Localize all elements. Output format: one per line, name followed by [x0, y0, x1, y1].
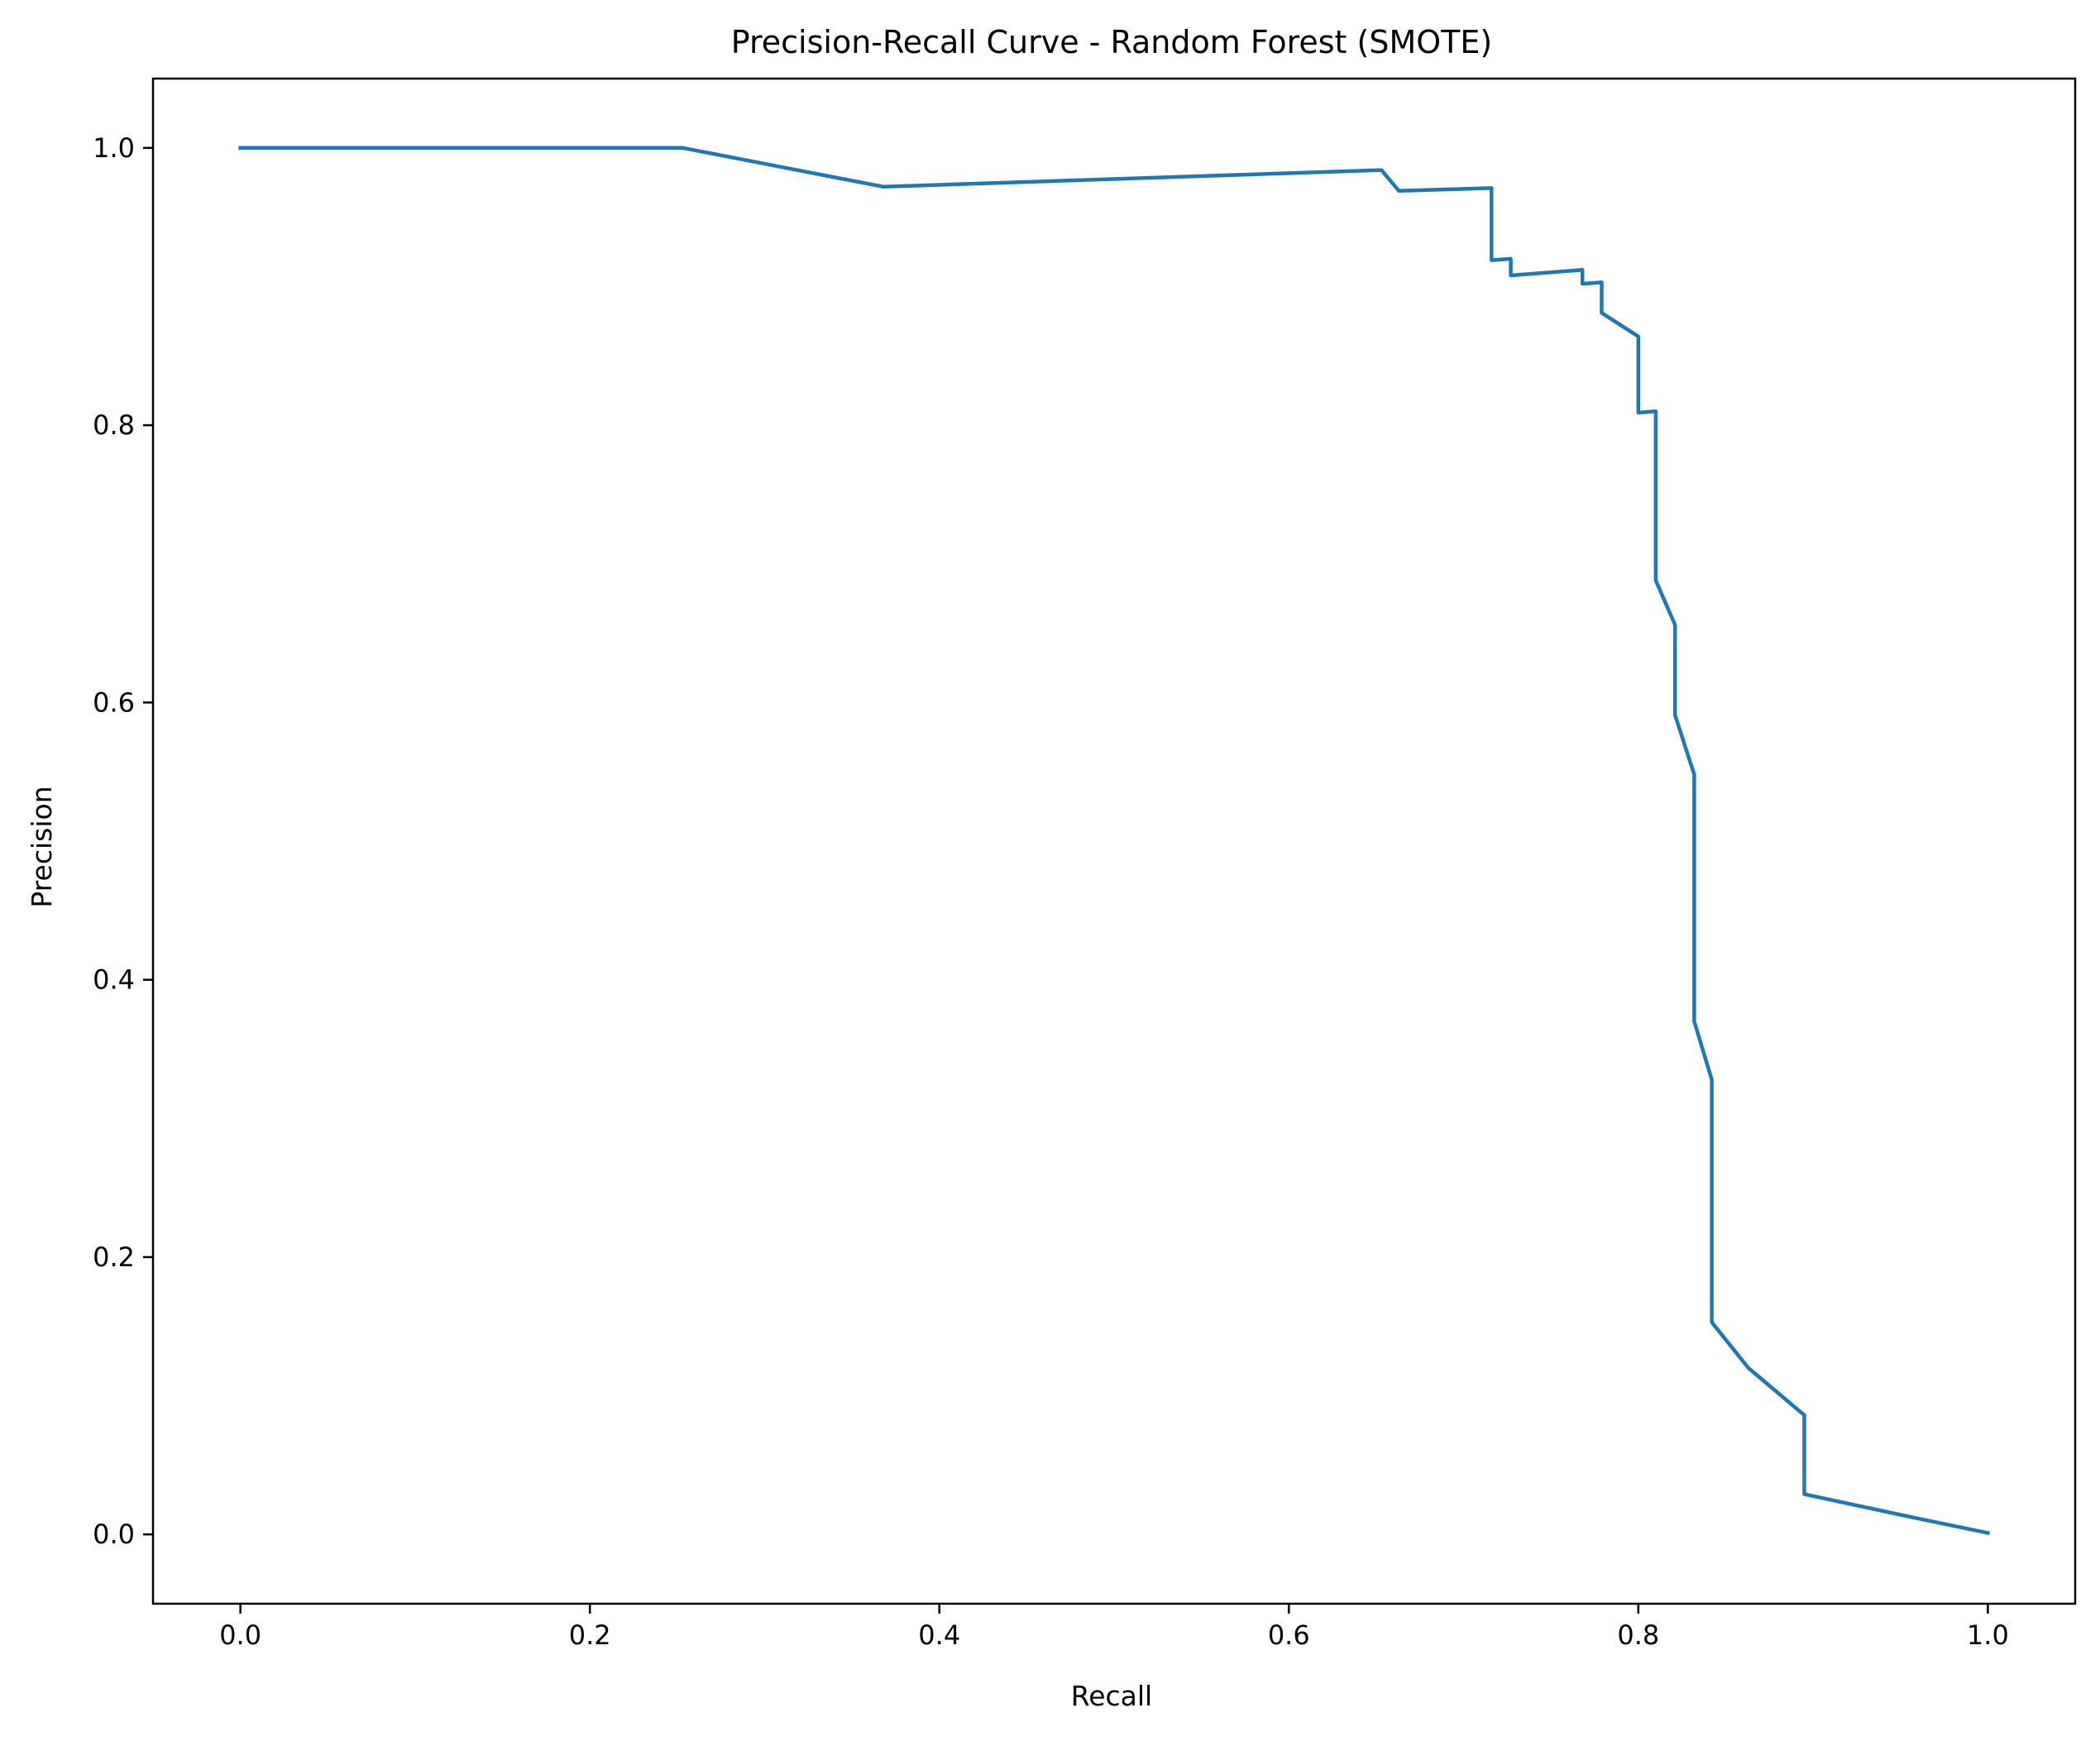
x-tick-label: 0.0 — [219, 1619, 261, 1651]
y-tick-label: 0.4 — [93, 964, 135, 996]
y-tick-label: 0.0 — [93, 1519, 135, 1550]
y-axis-label: Precision — [26, 786, 58, 907]
series-line-1 — [238, 146, 1991, 1536]
y-tick-label: 0.6 — [93, 686, 135, 718]
x-axis-label: Recall — [1071, 1680, 1152, 1712]
x-tick-label: 0.2 — [569, 1619, 611, 1651]
x-tick-label: 0.6 — [1268, 1619, 1310, 1651]
y-tick-label: 1.0 — [93, 132, 135, 164]
chart-title: Precision-Recall Curve - Random Forest (… — [731, 24, 1492, 60]
y-tick-label: 0.2 — [93, 1241, 135, 1273]
x-tick-label: 0.4 — [918, 1619, 960, 1651]
y-tick-label: 0.8 — [93, 409, 135, 441]
x-tick-label: 1.0 — [1967, 1619, 2009, 1651]
plot-area: 0.0 0.2 0.4 0.6 0.8 1.0 0.0 0.2 0.4 0.6 0.8 1.0 — [93, 77, 2077, 1651]
plot-frame — [151, 77, 2077, 1605]
x-tick-label: 0.8 — [1617, 1619, 1659, 1651]
